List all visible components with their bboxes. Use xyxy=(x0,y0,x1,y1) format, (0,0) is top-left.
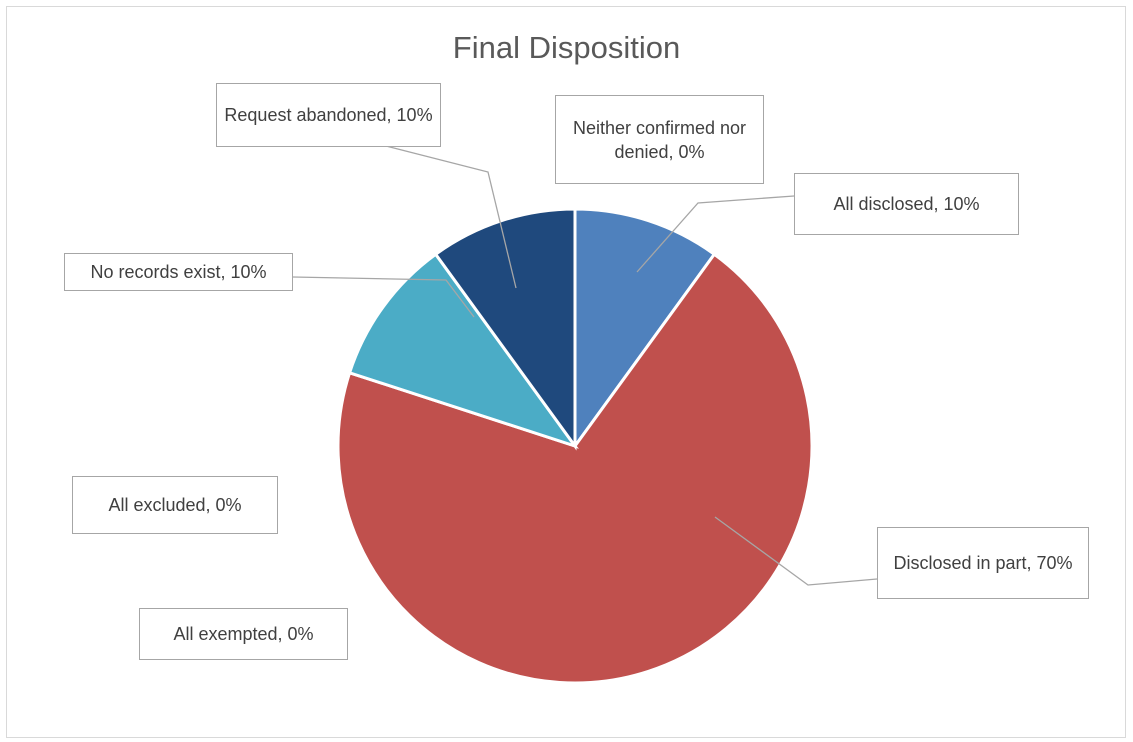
data-label-no-records-exist: No records exist, 10% xyxy=(64,253,293,291)
pie-slice-no-records-exist xyxy=(347,252,579,449)
chart-title: Final Disposition xyxy=(452,30,681,65)
pie-slice-all-disclosed xyxy=(573,207,717,451)
pie-slice-disclosed-in-part xyxy=(336,252,814,685)
data-label-all-excluded: All excluded, 0% xyxy=(72,476,278,534)
data-label-neither-confirmed-nor-denied: Neither confirmed nor denied, 0% xyxy=(555,95,764,184)
leader-line-all-disclosed xyxy=(636,195,795,273)
data-label-request-abandoned: Request abandoned, 10% xyxy=(216,83,441,147)
leader-line-disclosed-in-part xyxy=(714,516,878,586)
leader-line-request-abandoned xyxy=(385,145,517,289)
data-label-disclosed-in-part: Disclosed in part, 70% xyxy=(877,527,1089,599)
data-label-all-exempted: All exempted, 0% xyxy=(139,608,348,660)
data-label-all-disclosed: All disclosed, 10% xyxy=(794,173,1019,235)
pie-slice-request-abandoned xyxy=(433,207,577,451)
leader-line-no-records-exist xyxy=(292,276,475,318)
